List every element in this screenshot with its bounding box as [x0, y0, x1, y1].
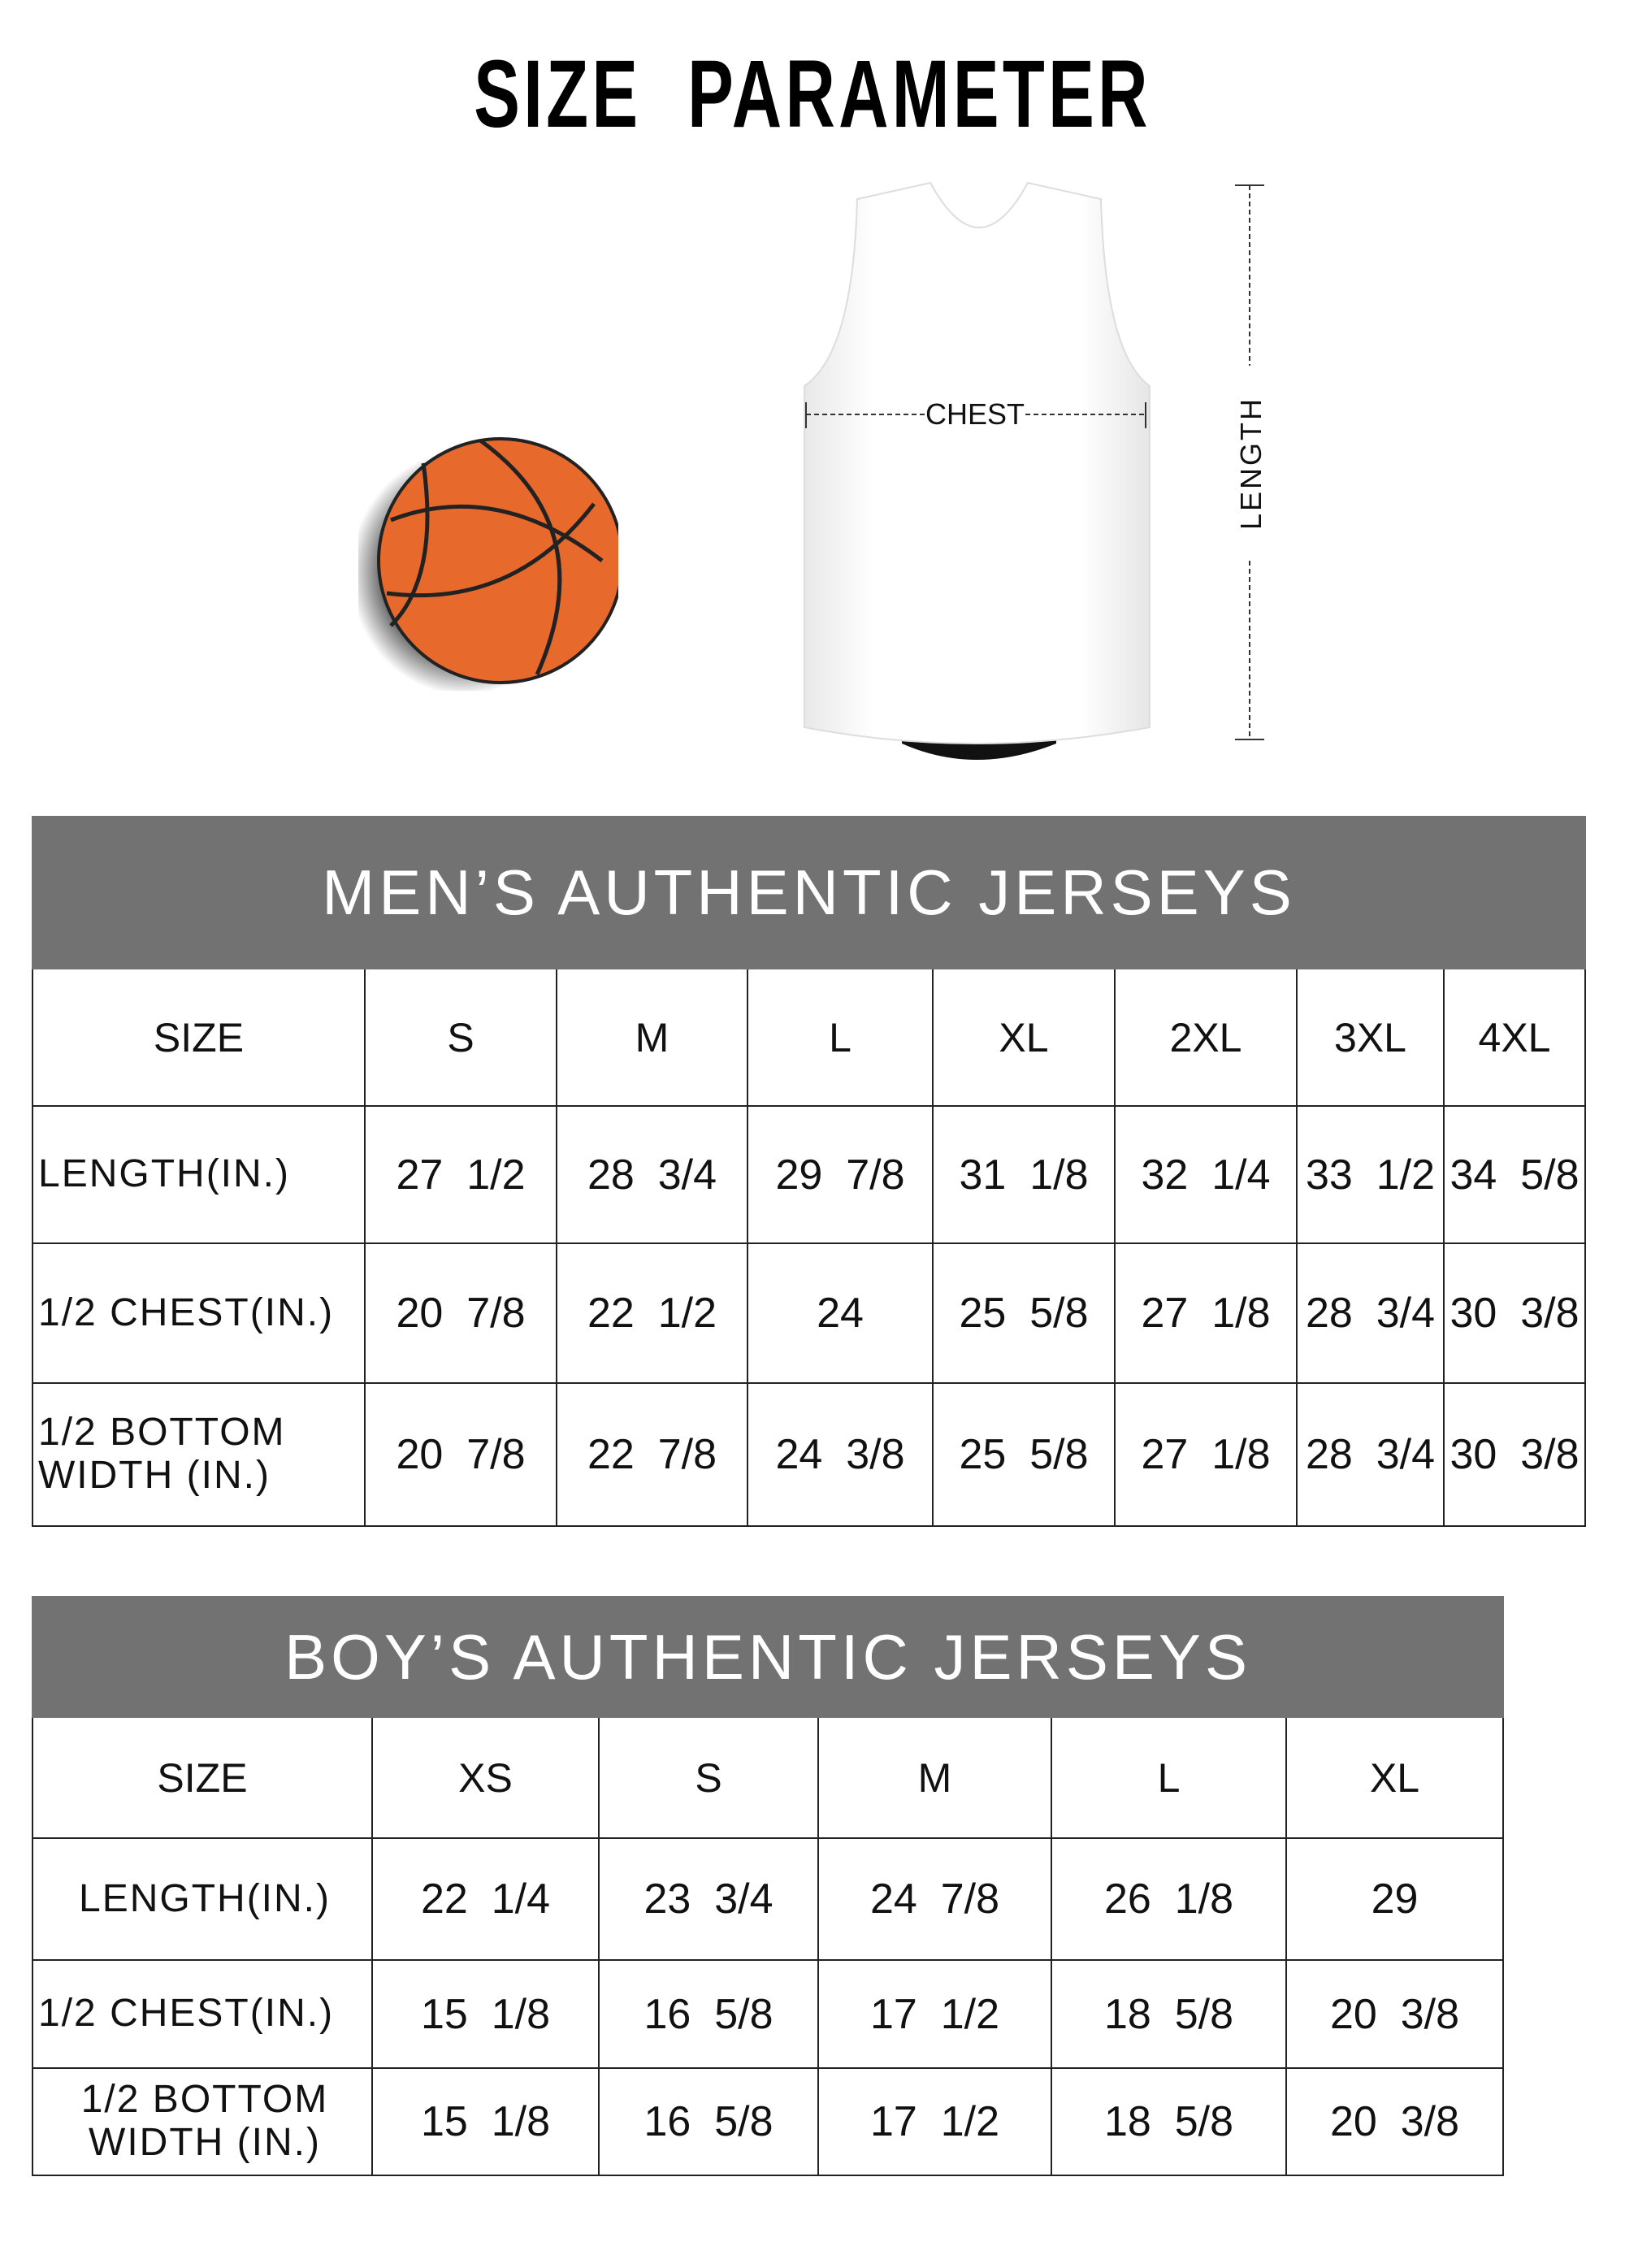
table-cell: 27 1/8: [1114, 1382, 1298, 1527]
row-label: 1/2 BOTTOM WIDTH (IN.): [32, 1382, 366, 1527]
column-header: SIZE: [32, 968, 366, 1107]
table-row: LENGTH(IN.) 22 1/4 23 3/4 24 7/8 26 1/8 …: [32, 1837, 1505, 1961]
column-header: S: [598, 1716, 819, 1839]
column-header: XL: [1285, 1716, 1505, 1839]
table-cell: 16 5/8: [598, 1959, 819, 2069]
table-row: 1/2 CHEST(IN.) 15 1/8 16 5/8 17 1/2 18 5…: [32, 1959, 1505, 2069]
boys-size-table: BOY’S AUTHENTIC JERSEYS SIZE XS S M L XL…: [31, 1596, 1505, 2176]
column-header: L: [1051, 1716, 1287, 1839]
column-header: L: [747, 968, 934, 1107]
column-header: 4XL: [1442, 968, 1587, 1107]
table-cell: 27 1/8: [1114, 1242, 1298, 1384]
column-header: M: [817, 1716, 1052, 1839]
table-cell: 28 3/4: [1296, 1382, 1445, 1527]
table-cell: 18 5/8: [1051, 2067, 1287, 2176]
row-label: LENGTH(IN.): [32, 1837, 373, 1961]
column-header: XL: [932, 968, 1116, 1107]
table-cell: 24 3/8: [747, 1382, 934, 1527]
basketball-icon: [358, 437, 618, 691]
row-label: 1/2 BOTTOM WIDTH (IN.): [32, 2067, 373, 2176]
table-row: 1/2 BOTTOM WIDTH (IN.) 15 1/8 16 5/8 17 …: [32, 2067, 1505, 2176]
table-cell: 26 1/8: [1051, 1837, 1287, 1961]
table-cell: 28 3/4: [1296, 1242, 1445, 1384]
table-cell: 16 5/8: [598, 2067, 819, 2176]
table-cell: 22 7/8: [556, 1382, 748, 1527]
table-cell: 28 3/4: [556, 1105, 748, 1244]
table-cell: 31 1/8: [932, 1105, 1116, 1244]
table-cell: 25 5/8: [932, 1382, 1116, 1527]
column-header: S: [364, 968, 557, 1107]
column-header: SIZE: [32, 1716, 373, 1839]
table-cell: 32 1/4: [1114, 1105, 1298, 1244]
table-cell: 22 1/4: [371, 1837, 600, 1961]
jersey-diagram: CHEST: [804, 181, 1150, 760]
table-cell: 22 1/2: [556, 1242, 748, 1384]
table-row: 1/2 CHEST(IN.) 20 7/8 22 1/2 24 25 5/8 2…: [32, 1242, 1587, 1384]
table-cell: 17 1/2: [817, 1959, 1052, 2069]
table-cell: 30 3/8: [1442, 1382, 1587, 1527]
table-cell: 20 3/8: [1285, 1959, 1505, 2069]
table-cell: 20 7/8: [364, 1242, 557, 1384]
mens-size-table: MEN’S AUTHENTIC JERSEYS SIZE S M L XL 2X…: [31, 816, 1587, 1527]
table-cell: 24: [747, 1242, 934, 1384]
table-cell: 24 7/8: [817, 1837, 1052, 1961]
table-cell: 15 1/8: [371, 1959, 600, 2069]
table-row: LENGTH(IN.) 27 1/2 28 3/4 29 7/8 31 1/8 …: [32, 1105, 1587, 1244]
table-row: 1/2 BOTTOM WIDTH (IN.) 20 7/8 22 7/8 24 …: [32, 1382, 1587, 1527]
table-cell: 15 1/8: [371, 2067, 600, 2176]
table-cell: 18 5/8: [1051, 1959, 1287, 2069]
row-label: 1/2 CHEST(IN.): [32, 1242, 366, 1384]
table-cell: 34 5/8: [1442, 1105, 1587, 1244]
column-header: 3XL: [1296, 968, 1445, 1107]
table-cell: 29 7/8: [747, 1105, 934, 1244]
table-cell: 33 1/2: [1296, 1105, 1445, 1244]
mens-table-heading: MEN’S AUTHENTIC JERSEYS: [31, 816, 1587, 969]
length-label: LENGTH: [1234, 397, 1268, 530]
table-cell: 27 1/2: [364, 1105, 557, 1244]
table-cell: 30 3/8: [1442, 1242, 1587, 1384]
column-header: 2XL: [1114, 968, 1298, 1107]
column-header: XS: [371, 1716, 600, 1839]
row-label: LENGTH(IN.): [32, 1105, 366, 1244]
table-cell: 25 5/8: [932, 1242, 1116, 1384]
table-cell: 29: [1285, 1837, 1505, 1961]
table-cell: 20 3/8: [1285, 2067, 1505, 2176]
boys-table-heading: BOY’S AUTHENTIC JERSEYS: [31, 1596, 1505, 1718]
chest-label: CHEST: [925, 397, 1025, 431]
column-header: M: [556, 968, 748, 1107]
page-title: SIZE PARAMETER: [474, 41, 1151, 148]
length-indicator: LENGTH: [1234, 184, 1268, 740]
table-cell: 23 3/4: [598, 1837, 819, 1961]
table-cell: 20 7/8: [364, 1382, 557, 1527]
row-label: 1/2 CHEST(IN.): [32, 1959, 373, 2069]
table-cell: 17 1/2: [817, 2067, 1052, 2176]
